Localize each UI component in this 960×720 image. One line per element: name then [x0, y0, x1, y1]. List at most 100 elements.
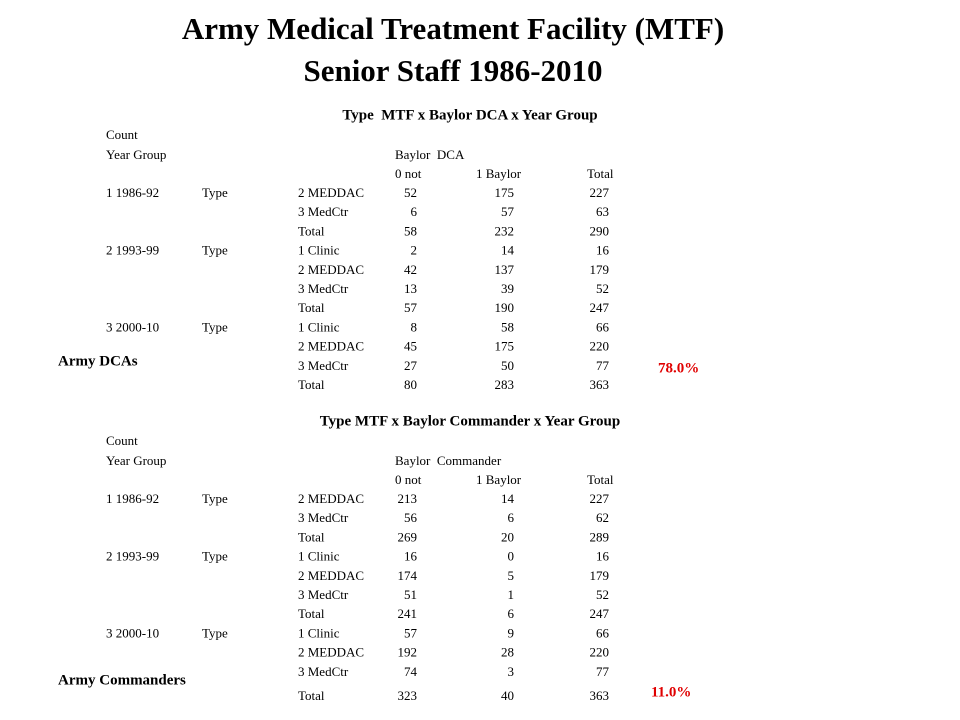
- side-label: Army Commanders: [58, 672, 186, 688]
- count-cell: 179: [590, 262, 610, 277]
- type-label: Type: [202, 185, 228, 200]
- year-group: 1 1986-92: [106, 491, 159, 506]
- facility-type: 2 MEDDAC: [298, 262, 364, 277]
- count-cell: 14: [501, 243, 515, 258]
- count-cell: 74: [404, 664, 418, 679]
- count-cell: 363: [590, 688, 610, 703]
- facility-type: 3 MedCtr: [298, 281, 349, 296]
- count-label: Count: [106, 127, 138, 142]
- type-label: Type: [202, 243, 228, 258]
- count-cell: 77: [596, 358, 610, 373]
- type-label: Type: [202, 491, 228, 506]
- table-caption: Type MTF x Baylor DCA x Year Group: [342, 107, 597, 123]
- count-cell: 80: [404, 377, 417, 392]
- count-cell: 16: [404, 549, 418, 564]
- facility-type: Total: [298, 377, 325, 392]
- type-label: Type: [202, 549, 228, 564]
- count-cell: 241: [398, 606, 418, 621]
- count-cell: 175: [495, 339, 515, 354]
- count-cell: 6: [508, 606, 515, 621]
- count-cell: 16: [596, 243, 610, 258]
- year-group: 1 1986-92: [106, 185, 159, 200]
- facility-type: 1 Clinic: [298, 319, 340, 334]
- facility-type: 2 MEDDAC: [298, 491, 364, 506]
- count-cell: 52: [596, 587, 609, 602]
- count-cell: 290: [590, 223, 610, 238]
- facility-type: 1 Clinic: [298, 625, 340, 640]
- count-cell: 9: [508, 625, 515, 640]
- facility-type: Total: [298, 529, 325, 544]
- count-cell: 6: [508, 510, 515, 525]
- year-group-label: Year Group: [106, 147, 166, 162]
- count-cell: 13: [404, 281, 417, 296]
- count-cell: 2: [411, 243, 418, 258]
- count-cell: 50: [501, 358, 514, 373]
- table-caption: Type MTF x Baylor Commander x Year Group: [320, 413, 620, 429]
- count-cell: 5: [508, 568, 515, 583]
- year-group: 3 2000-10: [106, 319, 159, 334]
- facility-type: 2 MEDDAC: [298, 185, 364, 200]
- column-header: 0 not: [395, 472, 422, 487]
- percent-label: 11.0%: [651, 684, 691, 700]
- count-cell: 227: [590, 185, 610, 200]
- facility-type: 3 MedCtr: [298, 587, 349, 602]
- count-cell: 175: [495, 185, 515, 200]
- count-cell: 40: [501, 688, 514, 703]
- percent-label: 78.0%: [658, 360, 699, 376]
- count-cell: 57: [404, 625, 418, 640]
- count-cell: 57: [501, 204, 515, 219]
- count-cell: 174: [398, 568, 418, 583]
- facility-type: 2 MEDDAC: [298, 339, 364, 354]
- column-header: 1 Baylor: [476, 166, 522, 181]
- side-label: Army DCAs: [58, 353, 138, 369]
- column-header: 1 Baylor: [476, 472, 522, 487]
- count-cell: 247: [590, 300, 610, 315]
- count-cell: 28: [501, 645, 514, 660]
- count-cell: 51: [404, 587, 417, 602]
- count-cell: 66: [596, 319, 610, 334]
- count-cell: 52: [596, 281, 609, 296]
- count-cell: 289: [590, 529, 610, 544]
- facility-type: 3 MedCtr: [298, 358, 349, 373]
- count-cell: 45: [404, 339, 417, 354]
- facility-type: 3 MedCtr: [298, 664, 349, 679]
- facility-type: 3 MedCtr: [298, 204, 349, 219]
- count-cell: 77: [596, 664, 610, 679]
- count-cell: 57: [404, 300, 418, 315]
- year-group: 2 1993-99: [106, 243, 159, 258]
- facility-type: 1 Clinic: [298, 243, 340, 258]
- count-cell: 62: [596, 510, 609, 525]
- count-cell: 16: [596, 549, 610, 564]
- count-cell: 323: [398, 688, 418, 703]
- type-label: Type: [202, 625, 228, 640]
- count-cell: 269: [398, 529, 418, 544]
- facility-type: Total: [298, 223, 325, 238]
- year-group: 3 2000-10: [106, 625, 159, 640]
- column-header: Total: [587, 166, 614, 181]
- facility-type: 2 MEDDAC: [298, 645, 364, 660]
- count-cell: 14: [501, 491, 515, 506]
- count-cell: 179: [590, 568, 610, 583]
- count-cell: 63: [596, 204, 609, 219]
- group-header: Baylor Commander: [395, 453, 502, 468]
- count-cell: 66: [596, 625, 610, 640]
- count-label: Count: [106, 433, 138, 448]
- count-cell: 192: [398, 645, 418, 660]
- group-header: Baylor DCA: [395, 147, 465, 162]
- facility-type: Total: [298, 606, 325, 621]
- count-cell: 0: [508, 549, 515, 564]
- count-cell: 56: [404, 510, 418, 525]
- column-header: 0 not: [395, 166, 422, 181]
- facility-type: 2 MEDDAC: [298, 568, 364, 583]
- year-group-label: Year Group: [106, 453, 166, 468]
- facility-type: Total: [298, 300, 325, 315]
- count-cell: 220: [590, 339, 610, 354]
- count-cell: 213: [398, 491, 418, 506]
- count-cell: 39: [501, 281, 514, 296]
- count-cell: 52: [404, 185, 417, 200]
- count-cell: 137: [495, 262, 515, 277]
- count-cell: 3: [508, 664, 515, 679]
- slide-subtitle: Senior Staff 1986-2010: [303, 53, 602, 88]
